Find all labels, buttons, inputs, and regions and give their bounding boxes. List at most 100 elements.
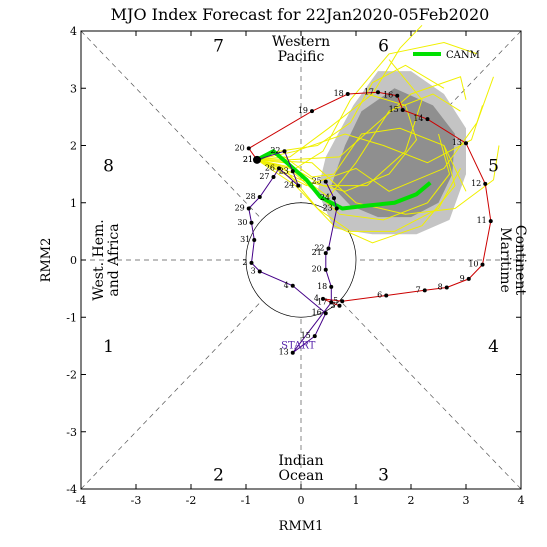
observed-red-point bbox=[480, 262, 485, 267]
observed-purple-point-label: 18 bbox=[317, 282, 327, 291]
observed-red-point-label: 11 bbox=[477, 216, 487, 225]
observed-purple-point bbox=[282, 149, 287, 154]
x-tick-label: -3 bbox=[131, 494, 142, 507]
observed-purple-point-label: 21 bbox=[312, 248, 322, 257]
x-tick-label: -4 bbox=[76, 494, 87, 507]
y-tick-label: 1 bbox=[70, 197, 77, 210]
observed-purple-point-label: 2 bbox=[242, 258, 247, 267]
ensemble-mean bbox=[256, 149, 432, 211]
x-tick-label: -2 bbox=[186, 494, 197, 507]
observed-red-point-label: 18 bbox=[334, 89, 344, 98]
observed-purple-point-label: 26 bbox=[265, 163, 275, 172]
phase-number: 6 bbox=[378, 36, 389, 56]
observed-red-point-label: 15 bbox=[389, 105, 399, 114]
x-tick-label: 1 bbox=[353, 494, 360, 507]
phase-number: 3 bbox=[378, 466, 389, 486]
observed-red-point bbox=[376, 90, 380, 95]
observed-red-point-label: 10 bbox=[468, 260, 478, 269]
x-tick-label: 2 bbox=[408, 494, 415, 507]
observed-red-point-label: 17 bbox=[364, 87, 374, 96]
x-axis-label: RMM1 bbox=[279, 519, 324, 534]
observed-red-point-label: 6 bbox=[377, 290, 382, 299]
member-line bbox=[256, 64, 445, 161]
observed-purple-point-label: 24 bbox=[284, 181, 294, 190]
legend: CANM bbox=[413, 50, 480, 61]
phase-number: 4 bbox=[488, 337, 499, 357]
observed-purple-point-label: 21 bbox=[243, 155, 253, 164]
observed-purple-point bbox=[296, 183, 301, 188]
observed-red-point bbox=[466, 276, 471, 281]
observed-purple-point bbox=[323, 267, 328, 272]
phase-number: 5 bbox=[488, 157, 499, 177]
region-label-west-hem-africa: and Africa bbox=[106, 223, 122, 296]
x-tick-label: 3 bbox=[463, 494, 470, 507]
chart-title: MJO Index Forecast for 22Jan2020-05Feb20… bbox=[111, 5, 490, 24]
observed-red-point bbox=[340, 299, 345, 304]
x-tick-label: 0 bbox=[298, 494, 305, 507]
ensemble-members bbox=[256, 24, 500, 244]
observed-purple-point-label: 24 bbox=[320, 193, 330, 202]
observed-purple-point bbox=[329, 300, 334, 305]
observed-red-point bbox=[321, 296, 325, 301]
observed-red-point bbox=[384, 293, 389, 298]
observed-red-point bbox=[425, 117, 430, 122]
legend-label: CANM bbox=[446, 50, 480, 61]
observed-purple-point-label: 23 bbox=[323, 203, 333, 212]
start-label: START bbox=[281, 341, 316, 352]
x-tick-label: -1 bbox=[241, 494, 252, 507]
member-line bbox=[256, 93, 418, 192]
member-line bbox=[256, 24, 423, 161]
observed-purple-point bbox=[257, 195, 262, 200]
observed-purple-point bbox=[326, 246, 331, 251]
observed-purple-point-label: 30 bbox=[237, 218, 247, 227]
observed-red-point-label: 13 bbox=[452, 138, 462, 147]
phase-number: 1 bbox=[103, 337, 114, 357]
observed-purple-point bbox=[329, 284, 334, 289]
observed-red-point bbox=[310, 109, 314, 114]
y-tick-label: 4 bbox=[70, 25, 77, 38]
member-line bbox=[256, 93, 461, 198]
observed-red-point-label: 5 bbox=[333, 296, 338, 305]
observed-purple-point bbox=[257, 269, 262, 274]
observed-red-point-label: 4 bbox=[314, 294, 319, 303]
observed-red-point bbox=[464, 141, 468, 146]
observed-purple-point bbox=[277, 166, 281, 171]
observed-red-point bbox=[400, 108, 405, 113]
member-line bbox=[256, 105, 483, 164]
region-label-indian-ocean: Ocean bbox=[279, 468, 324, 484]
observed-purple-point-label: 25 bbox=[312, 177, 322, 186]
phase-number: 8 bbox=[103, 157, 114, 177]
observed-purple-point bbox=[323, 179, 328, 184]
observed-red-point bbox=[395, 93, 400, 98]
y-axis-label: RMM2 bbox=[39, 238, 54, 283]
observed-purple-point bbox=[332, 196, 336, 201]
observed-purple-point-label: 16 bbox=[312, 308, 322, 317]
member-line bbox=[257, 76, 467, 161]
observed-red-point bbox=[345, 91, 350, 96]
observed-purple-point-label: 20 bbox=[312, 265, 322, 274]
observed-purple-point bbox=[334, 206, 339, 211]
y-tick-label: 2 bbox=[70, 140, 77, 153]
observed-purple-point-label: 4 bbox=[284, 281, 289, 290]
observed-red-point bbox=[444, 285, 449, 290]
observed-purple-point bbox=[290, 169, 295, 174]
observed-purple-point bbox=[249, 260, 254, 265]
observed-purple-point bbox=[252, 237, 257, 242]
region-label-western-pacific: Western bbox=[272, 34, 330, 50]
observed-purple-point-label: 27 bbox=[259, 172, 269, 181]
y-tick-label: 0 bbox=[70, 254, 77, 267]
observed-red-point-label: 12 bbox=[471, 179, 481, 188]
region-label-maritime-continent: Maritime bbox=[497, 227, 513, 293]
observed-purple-point-label: 15 bbox=[301, 331, 311, 340]
unit-circle bbox=[245, 202, 357, 318]
member-line bbox=[256, 145, 456, 244]
observed-red-point bbox=[483, 181, 488, 186]
observed-red-point-label: 9 bbox=[460, 274, 465, 283]
observed-purple-point-label: 23 bbox=[279, 166, 289, 175]
observed-purple-point-label: 22 bbox=[314, 244, 324, 253]
observed-red-point-label: 14 bbox=[413, 114, 423, 123]
observed-red-point bbox=[422, 288, 427, 293]
member-line bbox=[256, 133, 451, 221]
